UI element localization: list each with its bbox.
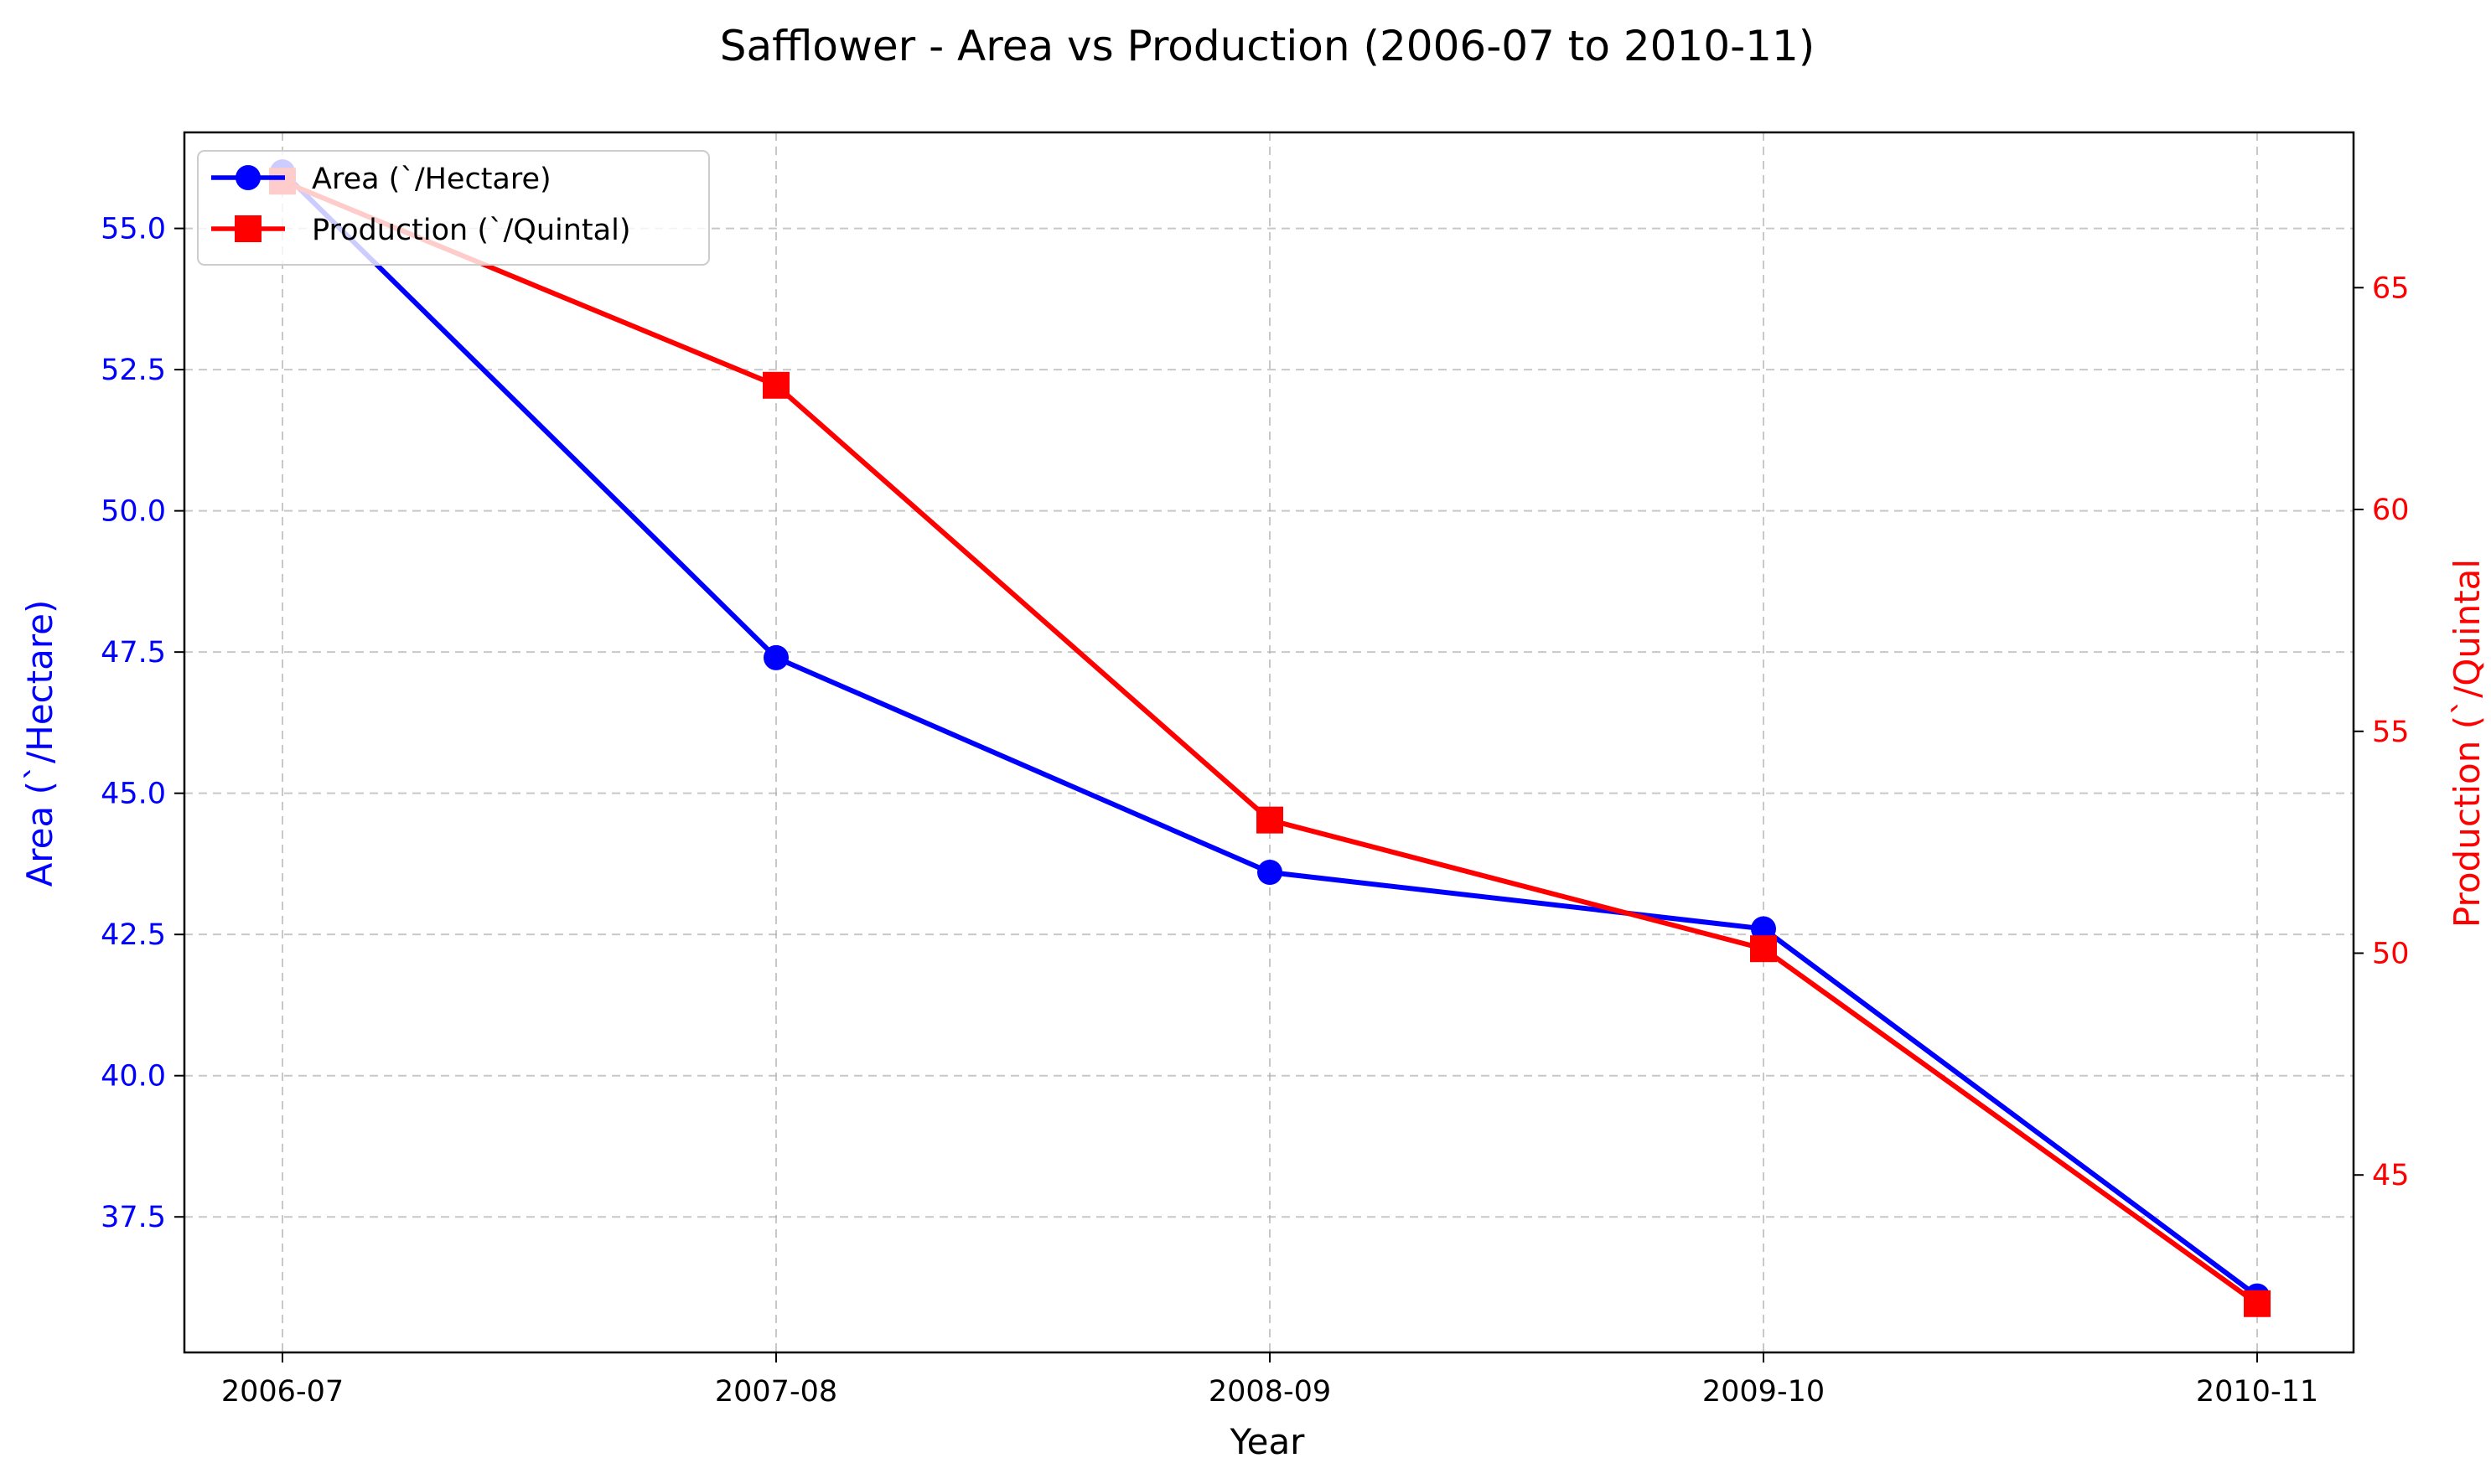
y-left-tick-label: 50.0: [101, 495, 166, 529]
production-data-point: [763, 371, 790, 399]
y-left-tick-label: 37.5: [101, 1201, 166, 1234]
y-axis-left-title: Area (`/Hectare): [19, 600, 60, 887]
y-left-tick-label: 55.0: [101, 213, 166, 246]
legend-area-marker: [236, 165, 261, 190]
x-tick-label: 2006-07: [221, 1375, 344, 1409]
y-right-tick-label: 45: [2372, 1159, 2410, 1192]
y-left-tick-label: 42.5: [101, 918, 166, 952]
y-right-tick-label: 50: [2372, 937, 2410, 970]
legend-area-label: Area (`/Hectare): [312, 163, 552, 196]
x-tick-label: 2007-08: [715, 1375, 837, 1409]
area-data-point: [1751, 916, 1776, 942]
y-right-tick-label: 60: [2372, 494, 2410, 527]
production-data-point: [1750, 935, 1777, 963]
y-axis-right-title: Production (`/Quintal: [2447, 559, 2488, 928]
legend-production-label: Production (`/Quintal): [312, 214, 630, 247]
axis-layer: 2006-07 2007-08 2008-09 2009-10 2010-11 37.5 4…: [101, 213, 2409, 1409]
y-left-tick-label: 45.0: [101, 778, 166, 811]
legend: Area (`/Hectare) Production (`/Quintal): [197, 150, 710, 266]
y-right-tick-label: 65: [2372, 271, 2410, 305]
y-left-tick-label: 40.0: [101, 1060, 166, 1094]
production-data-point: [2244, 1290, 2271, 1317]
legend-production-marker: [235, 215, 262, 242]
production-data-point: [1256, 806, 1283, 834]
y-right-tick-label: 55: [2372, 716, 2410, 749]
area-data-point: [764, 644, 789, 670]
x-tick-label: 2009-10: [1702, 1375, 1825, 1409]
x-axis-title: Year: [1230, 1421, 1306, 1462]
y-left-tick-label: 47.5: [101, 636, 166, 670]
area-data-point: [1257, 860, 1282, 886]
chart-title: Safflower - Area vs Production (2006-07 …: [720, 22, 1815, 70]
legend-box: [197, 150, 710, 266]
x-tick-label: 2008-09: [1209, 1375, 1331, 1409]
x-tick-label: 2010-11: [2196, 1375, 2318, 1409]
y-left-tick-label: 52.5: [101, 354, 166, 387]
